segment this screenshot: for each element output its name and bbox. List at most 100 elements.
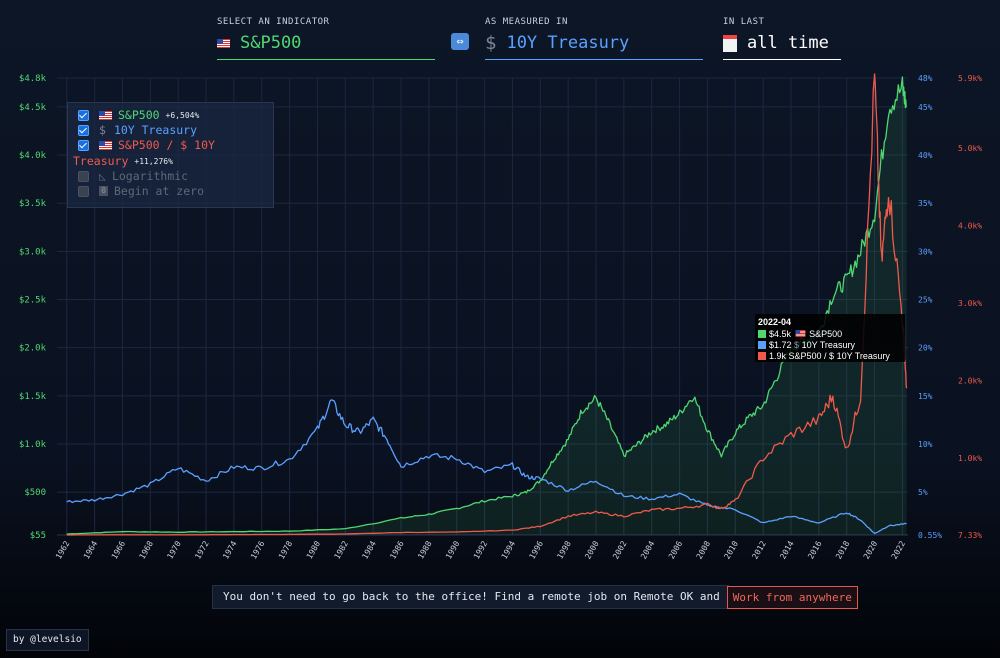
series-line-right — [66, 73, 908, 536]
x-tick-label: 1970 — [165, 539, 183, 560]
y-tick-label-left: $4.5k — [19, 103, 47, 113]
legend-item-begin-zero[interactable]: 0 Begin at zero — [78, 184, 204, 198]
legend-label: S&P500 — [118, 108, 160, 122]
legend-swatch — [758, 330, 766, 338]
x-tick-label: 1980 — [305, 539, 323, 560]
x-tick-label: 2020 — [862, 539, 880, 560]
y-tick-label-right: 1.0k% — [958, 454, 982, 463]
x-tick-label: 1990 — [444, 539, 462, 560]
work-from-anywhere-link[interactable]: Work from anywhere — [726, 585, 858, 609]
legend-label: Begin at zero — [114, 184, 205, 198]
chart-areas — [66, 77, 907, 535]
tooltip-row-sp500: $4.5k S&P500 — [758, 329, 842, 339]
series-line-mid — [66, 399, 907, 535]
ruler-icon: ◺ — [99, 169, 106, 183]
x-tick-label: 2018 — [834, 539, 852, 560]
indicator-underline — [217, 59, 435, 60]
y-tick-label-mid: 48% — [918, 74, 933, 83]
zero-icon: 0 — [99, 186, 108, 196]
x-tick-label: 1982 — [333, 539, 351, 560]
x-tick-label: 1968 — [138, 539, 156, 560]
y-tick-label-left: $1.5k — [19, 392, 47, 402]
tooltip-row-treasury: $1.72 $ 10Y Treasury — [758, 340, 855, 350]
y-tick-label-mid: 0.55% — [918, 531, 942, 540]
price-chart[interactable]: $55 $500 $1.0k $1.5k $2.0k $2.5k $3.0k $3.5k $4.… — [0, 0, 1000, 580]
calendar-icon — [723, 34, 737, 52]
x-tick-label: 2002 — [611, 539, 629, 560]
y-tick-label-left: $2.0k — [19, 344, 47, 354]
banner-message: You don't need to go back to the office!… — [212, 585, 729, 609]
y-tick-label-left: $3.0k — [19, 247, 47, 257]
x-tick-label: 2010 — [723, 539, 741, 560]
legend-change: +6,504% — [165, 110, 200, 120]
y-tick-label-mid: 40% — [918, 151, 933, 160]
dollar-icon: $ — [794, 340, 800, 350]
sp500-area — [66, 77, 907, 535]
measure-label: AS MEASURED IN — [485, 17, 568, 27]
y-tick-label-mid: 15% — [918, 392, 933, 401]
us-flag-icon — [99, 110, 112, 120]
legend-label: 10Y Treasury — [113, 123, 198, 137]
y-tick-label-mid: 20% — [918, 344, 933, 353]
chart-legend: S&P500 +6,504% $ 10Y Treasury S&P500 / $… — [67, 102, 274, 208]
checkbox-icon[interactable] — [78, 124, 89, 136]
y-tick-label-mid: 5% — [918, 488, 928, 497]
indicator-value[interactable]: S&P500 — [240, 33, 302, 53]
y-tick-label-mid: 10% — [918, 440, 933, 449]
legend-label: Logarithmic — [111, 169, 189, 183]
legend-label: S&P500 / $ 10Y — [118, 138, 215, 152]
range-selector[interactable]: IN LAST all time — [723, 17, 841, 60]
y-tick-label-left: $1.0k — [19, 440, 47, 450]
legend-item-treasury[interactable]: $ 10Y Treasury — [78, 123, 197, 137]
x-tick-label: 1992 — [472, 539, 490, 560]
y-tick-label-right: 5.9k% — [958, 74, 982, 83]
y-tick-label-right: 2.0k% — [958, 376, 982, 385]
x-tick-label: 2022 — [890, 539, 908, 560]
x-tick-label: 2004 — [639, 539, 657, 560]
legend-item-ratio[interactable]: S&P500 / $ 10Y — [78, 138, 215, 152]
y-tick-label-right: 3.0k% — [958, 299, 982, 308]
y-tick-label-mid: 25% — [918, 296, 933, 305]
y-tick-label-left: $3.5k — [19, 199, 47, 209]
x-tick-label: 1966 — [110, 539, 128, 560]
checkbox-icon[interactable] — [78, 109, 89, 121]
x-tick-label: 1964 — [82, 539, 100, 560]
x-tick-label: 2008 — [695, 539, 713, 560]
x-tick-label: 1976 — [249, 539, 267, 560]
dollar-icon: $ — [485, 32, 497, 54]
x-tick-label: 1984 — [360, 539, 378, 560]
checkbox-icon[interactable] — [78, 170, 89, 182]
us-flag-icon — [217, 38, 230, 48]
x-tick-label: 1994 — [500, 539, 518, 560]
x-tick-label: 1978 — [277, 539, 295, 560]
dollar-icon: $ — [99, 123, 106, 137]
x-tick-label: 2000 — [583, 539, 601, 560]
legend-label: Treasury — [73, 154, 129, 168]
y-tick-label-left: $2.5k — [19, 296, 47, 306]
x-tick-label: 1962 — [54, 539, 72, 560]
legend-swatch — [758, 352, 766, 360]
legend-item-ratio-cont: Treasury +11,276% — [73, 154, 173, 168]
x-tick-label: 2014 — [778, 539, 796, 560]
credit-link[interactable]: by @levelsio — [6, 629, 89, 651]
swap-arrows-icon[interactable]: ⇔ — [451, 33, 469, 50]
checkbox-icon[interactable] — [78, 185, 89, 197]
y-tick-label-left: $4.8k — [19, 74, 47, 84]
x-tick-label: 1996 — [528, 539, 546, 560]
remote-job-banner: You don't need to go back to the office!… — [212, 585, 858, 609]
checkbox-icon[interactable] — [78, 139, 89, 151]
x-tick-label: 1998 — [555, 539, 573, 560]
x-tick-label: 1986 — [388, 539, 406, 560]
x-tick-label: 2016 — [806, 539, 824, 560]
measure-value[interactable]: 10Y Treasury — [506, 33, 630, 53]
range-value[interactable]: all time — [747, 33, 829, 53]
chart-grid — [57, 77, 908, 536]
legend-item-sp500[interactable]: S&P500 +6,504% — [78, 108, 199, 122]
indicator-selector[interactable]: SELECT AN INDICATOR S&P500 — [217, 17, 435, 60]
measure-selector[interactable]: AS MEASURED IN $10Y Treasury — [485, 17, 703, 60]
legend-item-logarithmic[interactable]: ◺ Logarithmic — [78, 169, 188, 183]
y-tick-label-left: $4.0k — [19, 151, 47, 161]
tooltip-date: 2022-04 — [758, 317, 792, 327]
x-tick-label: 1972 — [193, 539, 211, 560]
legend-swatch — [758, 341, 766, 349]
